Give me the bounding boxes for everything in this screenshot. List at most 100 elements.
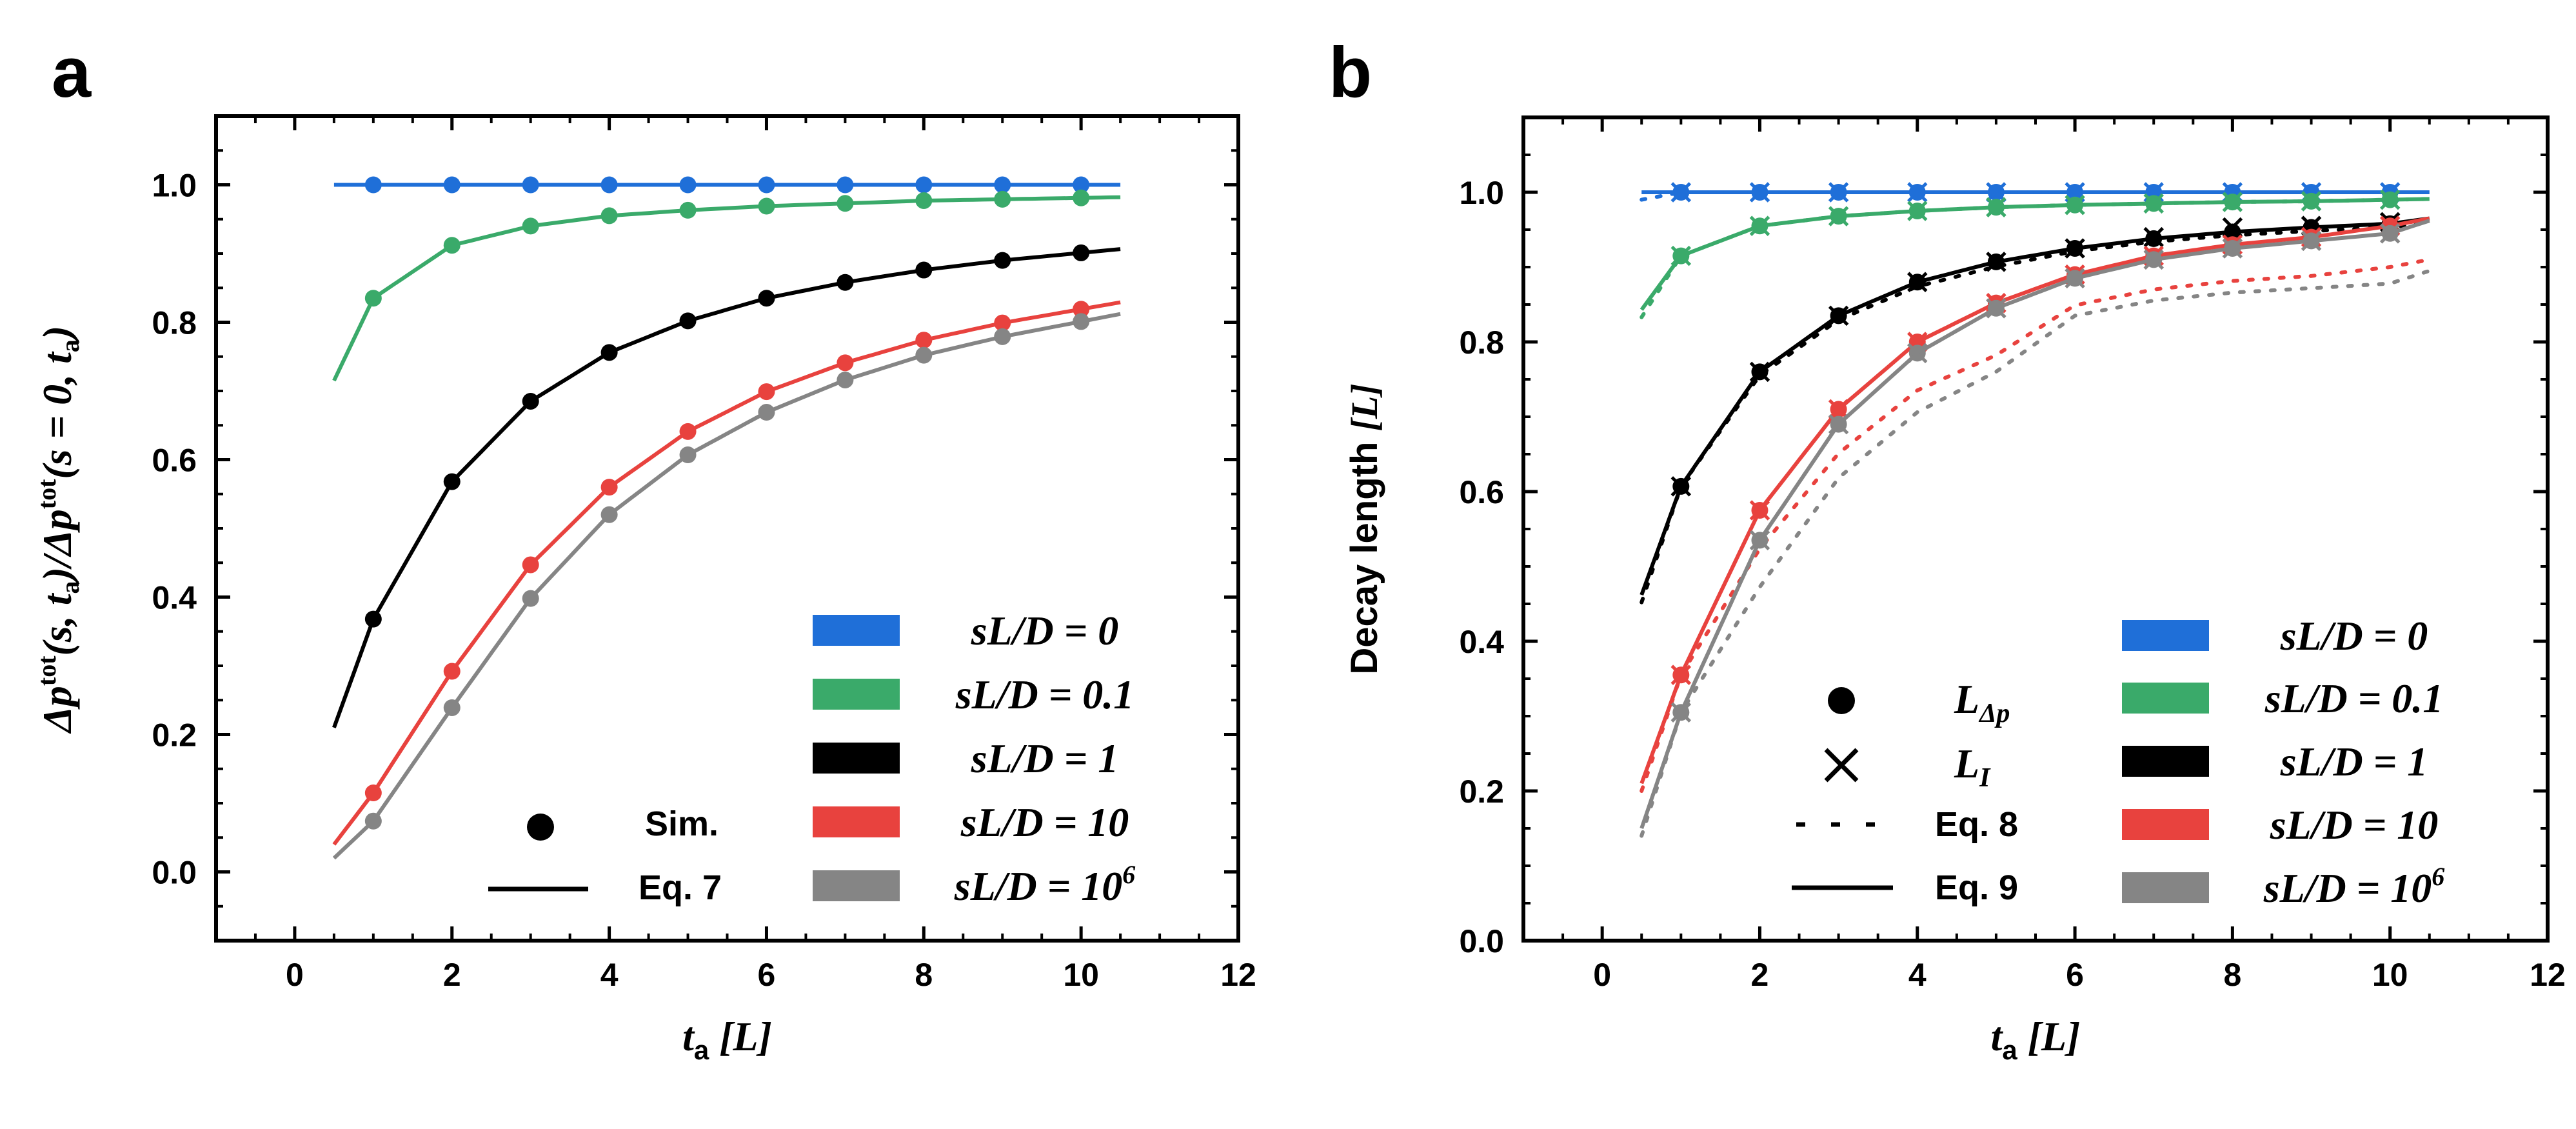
- sim-point: [600, 344, 618, 361]
- legend-series-label: sL/D = 1: [971, 735, 1118, 781]
- y-tick-label: 0.2: [152, 717, 197, 754]
- sim-point: [915, 332, 933, 349]
- legend-sim-marker: [527, 814, 554, 841]
- l-i-point: [2143, 193, 2164, 214]
- legend-series-label: sL/D = 0.1: [955, 672, 1134, 717]
- x-tick-label: 6: [2066, 957, 2084, 993]
- sim-point: [994, 328, 1011, 345]
- sim-point: [364, 812, 382, 830]
- l-i-point: [1749, 361, 1770, 383]
- y-tick-label: 0.4: [152, 580, 197, 616]
- l-i-point: [1828, 399, 1849, 420]
- l-i-point: [1749, 182, 1770, 203]
- y-axis-label: Decay length [L]: [1343, 383, 1385, 674]
- sim-point: [522, 176, 539, 194]
- sim-point: [837, 371, 854, 388]
- legend-eq9-label: Eq. 9: [1935, 868, 2018, 907]
- sim-point: [443, 176, 461, 194]
- chart-panel-a: 0 2 4 6 8 10 12 0.0 0.2 0.4 0.6 0.8 1.0 ta [L] Δptot(s…: [32, 114, 1256, 1065]
- x-tick-label: 2: [443, 957, 461, 993]
- eq8-line: [1640, 257, 2432, 793]
- x-axis-label: ta [L]: [682, 1014, 772, 1065]
- l-i-point: [2065, 238, 2085, 259]
- sim-point: [679, 423, 697, 440]
- legend-series-label: sL/D = 10: [2270, 802, 2438, 848]
- l-i-point: [2222, 238, 2243, 259]
- l-i-point: [2143, 249, 2164, 270]
- sim-point: [679, 176, 697, 194]
- y-tick-label: 0.6: [1459, 474, 1504, 510]
- l-i-point: [2222, 192, 2243, 212]
- sim-point: [1073, 301, 1090, 318]
- l-i-point: [1828, 206, 1849, 226]
- eq8-line: [1640, 197, 2432, 319]
- sim-point: [364, 784, 382, 802]
- sim-point: [522, 556, 539, 574]
- x-tick-label: 10: [2372, 957, 2408, 993]
- sim-point: [600, 479, 618, 496]
- legend-series-label: sL/D = 10: [960, 799, 1129, 845]
- y-tick-label: 1.0: [1459, 175, 1504, 211]
- legend-series-label: sL/D = 0.1: [2264, 675, 2443, 721]
- legend-swatch: [2122, 809, 2209, 840]
- legend-swatch: [813, 743, 900, 774]
- sim-point: [443, 237, 461, 254]
- sim-point: [364, 290, 382, 307]
- l-i-point: [2301, 230, 2322, 252]
- sim-point: [679, 446, 697, 464]
- legend-series-label: sL/D = 106: [954, 860, 1135, 909]
- legend-l-i-marker: [1824, 748, 1859, 783]
- x-tick-label: 6: [758, 957, 776, 993]
- l-i-point: [1907, 343, 1928, 364]
- l-i-point: [1749, 530, 1770, 551]
- sim-point: [758, 290, 775, 307]
- sim-point: [994, 176, 1011, 194]
- l-i-point: [1670, 182, 1692, 203]
- x-axis-label: ta [L]: [1991, 1014, 2081, 1065]
- legend-eq8-label: Eq. 8: [1935, 805, 2018, 844]
- l-i-point: [1828, 182, 1849, 203]
- eq9-line: [1640, 216, 2430, 784]
- sim-point: [443, 699, 461, 716]
- l-i-point: [1828, 305, 1849, 326]
- sim-point: [600, 176, 618, 194]
- l-i-point: [1907, 272, 1928, 292]
- sim-point: [994, 314, 1011, 332]
- panel-b-label: b: [1329, 33, 1372, 112]
- x-tick-label: 8: [915, 957, 933, 993]
- sim-point: [837, 274, 854, 291]
- x-tick-label: 2: [1751, 957, 1769, 993]
- sim-point: [837, 195, 854, 212]
- eq7-line: [332, 312, 1121, 860]
- x-tick-label: 4: [1908, 957, 1927, 993]
- l-dp-point: [2224, 223, 2241, 241]
- l-i-point: [2379, 189, 2401, 210]
- eq7-line: [332, 195, 1121, 382]
- y-tick-label: 0.6: [152, 443, 197, 479]
- sim-point: [1073, 313, 1090, 330]
- l-i-point: [2222, 217, 2243, 238]
- l-i-point: [1670, 245, 1692, 266]
- x-tick-label: 12: [2530, 957, 2566, 993]
- l-i-point: [1986, 182, 2006, 203]
- panel-a-label: a: [52, 33, 92, 112]
- legend-swatch: [813, 615, 900, 646]
- y-tick-label: 0.8: [152, 305, 197, 341]
- l-i-point: [1907, 182, 1928, 203]
- legend-swatch: [813, 870, 900, 901]
- legend-swatch: [2122, 620, 2209, 651]
- legend-sim-label: Sim.: [645, 804, 718, 843]
- legend-series-label: sL/D = 1: [2280, 739, 2428, 784]
- sim-point: [915, 346, 933, 364]
- sim-point: [837, 354, 854, 372]
- y-tick-label: 0.8: [1459, 325, 1504, 361]
- l-i-point: [1749, 215, 1770, 236]
- sim-point: [679, 312, 697, 330]
- l-i-point: [1670, 702, 1692, 723]
- sim-point: [600, 207, 618, 225]
- y-tick-label: 0.0: [152, 855, 197, 891]
- sim-point: [837, 176, 854, 194]
- legend-eq7-label: Eq. 7: [639, 868, 722, 907]
- sim-point: [915, 176, 933, 194]
